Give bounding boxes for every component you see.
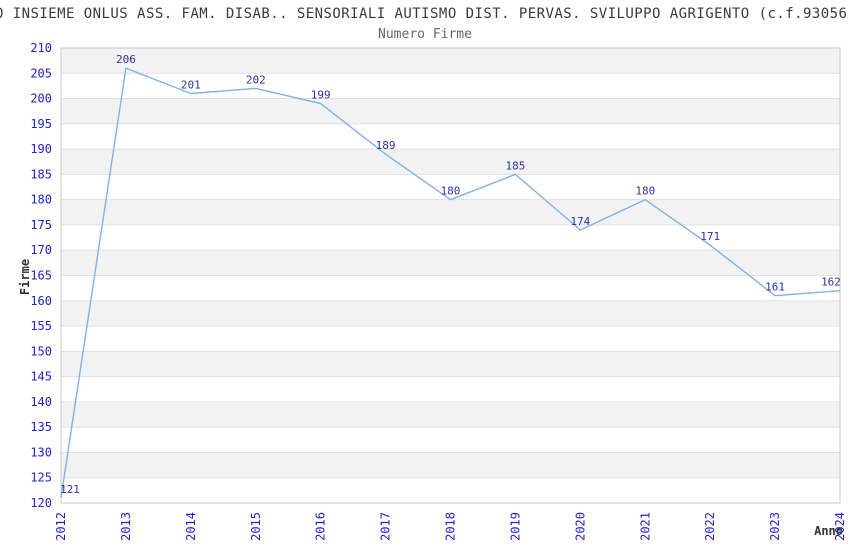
plot-band <box>61 73 840 99</box>
data-point-label: 201 <box>181 79 201 92</box>
x-tick-label: 2017 <box>379 512 393 541</box>
chart-subtitle: Numero Firme <box>378 27 472 42</box>
y-tick-label: 125 <box>30 471 52 485</box>
plot-band <box>61 427 840 453</box>
plot-band <box>61 326 840 352</box>
plot-band <box>61 477 840 503</box>
data-point-label: 199 <box>311 89 331 102</box>
x-tick-label: 2013 <box>119 512 133 541</box>
y-tick-label: 120 <box>30 496 52 510</box>
data-point-label: 189 <box>376 139 396 152</box>
x-tick-label: 2018 <box>444 512 458 541</box>
plot-band <box>61 452 840 478</box>
data-point-label: 206 <box>116 53 136 66</box>
plot-border <box>60 47 841 504</box>
y-tick-label: 140 <box>30 395 52 409</box>
y-tick-label: 210 <box>30 41 52 55</box>
plot-band <box>61 376 840 402</box>
y-tick-label: 135 <box>30 420 52 434</box>
plot-band <box>61 250 840 276</box>
y-tick-label: 195 <box>30 117 52 131</box>
chart-title: O INSIEME ONLUS ASS. FAM. DISAB.. SENSOR… <box>0 6 848 22</box>
data-point-label: 161 <box>765 281 785 294</box>
plot-band <box>61 275 840 301</box>
plot-band <box>61 123 840 150</box>
x-tick-label: 2015 <box>249 512 263 541</box>
y-tick-label: 205 <box>30 66 52 80</box>
y-tick-label: 150 <box>30 344 52 358</box>
data-point-label: 185 <box>505 159 525 172</box>
y-axis-title: Firme <box>18 258 32 296</box>
x-tick-label: 2020 <box>573 512 587 541</box>
x-tick-label: 2023 <box>768 512 782 541</box>
y-tick-label: 170 <box>30 243 52 257</box>
y-tick-label: 145 <box>30 370 52 384</box>
y-tick-label: 185 <box>30 167 52 181</box>
x-tick-label: 2012 <box>54 512 68 541</box>
data-point-label: 121 <box>60 483 80 496</box>
chart-title-clip: O INSIEME ONLUS ASS. FAM. DISAB.. SENSOR… <box>0 0 850 24</box>
data-point-label: 171 <box>700 230 720 243</box>
plot-band <box>61 401 840 428</box>
data-point-label: 162 <box>821 276 841 289</box>
data-point-label: 180 <box>441 185 461 198</box>
x-axis-title: Anno <box>814 524 843 538</box>
plot-band <box>61 98 840 124</box>
plot-band <box>61 48 840 74</box>
y-tick-label: 190 <box>30 142 52 156</box>
plot-band <box>61 199 840 225</box>
plot-band <box>61 174 840 200</box>
plot-band <box>61 351 840 377</box>
y-tick-label: 175 <box>30 218 52 232</box>
y-tick-label: 200 <box>30 92 52 106</box>
y-tick-label: 160 <box>30 294 52 308</box>
x-tick-label: 2022 <box>703 512 717 541</box>
data-point-label: 174 <box>570 215 590 228</box>
x-tick-label: 2024 <box>833 512 847 541</box>
data-point-label: 202 <box>246 73 266 86</box>
plot-band <box>61 224 840 251</box>
y-tick-label: 165 <box>30 269 52 283</box>
x-tick-label: 2014 <box>184 512 198 541</box>
x-tick-label: 2021 <box>638 512 652 541</box>
y-tick-label: 155 <box>30 319 52 333</box>
y-tick-label: 180 <box>30 193 52 207</box>
x-tick-label: 2019 <box>508 512 522 541</box>
plot-band <box>61 300 840 327</box>
data-line <box>60 67 841 499</box>
x-tick-label: 2016 <box>314 512 328 541</box>
data-point-label: 180 <box>635 185 655 198</box>
y-tick-label: 130 <box>30 445 52 459</box>
plot-band <box>61 149 840 175</box>
